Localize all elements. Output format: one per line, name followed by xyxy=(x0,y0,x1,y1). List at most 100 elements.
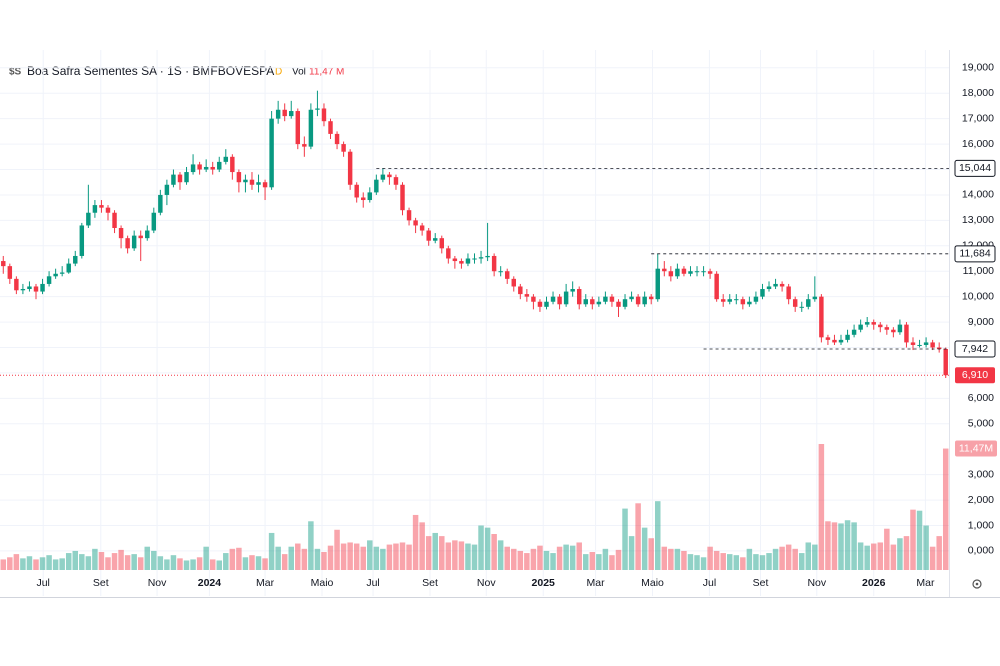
candle xyxy=(675,263,680,279)
candle-body xyxy=(747,301,752,305)
candle xyxy=(341,141,346,157)
volume-bar xyxy=(504,546,510,570)
volume-bar xyxy=(216,560,223,570)
candle-body xyxy=(648,296,654,300)
candle xyxy=(308,103,314,150)
candle xyxy=(79,222,85,259)
volume-bar xyxy=(668,548,674,570)
candle xyxy=(851,324,857,338)
candle xyxy=(727,294,732,305)
candle-body xyxy=(217,161,222,170)
candle-body xyxy=(576,289,582,305)
volume-bar xyxy=(281,554,288,570)
candle xyxy=(792,296,798,312)
volume-bar xyxy=(543,550,550,570)
x-tick-label: Maio xyxy=(311,577,334,589)
candle-body xyxy=(151,212,157,231)
candle xyxy=(858,319,863,333)
candle xyxy=(786,283,791,305)
candle xyxy=(131,230,137,251)
volume-bar xyxy=(295,543,301,570)
candle xyxy=(413,217,418,234)
volume-bar xyxy=(609,555,615,570)
candle-body xyxy=(943,348,948,376)
candle-body xyxy=(282,109,287,117)
volume-bar xyxy=(491,534,497,570)
volume-value: 11,47 M xyxy=(309,67,344,78)
candle xyxy=(289,100,294,119)
volume-bar xyxy=(183,560,190,570)
volume-bar xyxy=(131,554,137,570)
candle xyxy=(707,268,713,279)
candle-body xyxy=(498,271,503,273)
candle-body xyxy=(413,220,418,226)
candle xyxy=(465,253,471,267)
volume-bar xyxy=(936,536,942,570)
y-tick-label: 16,000 xyxy=(962,138,994,150)
candle-body xyxy=(792,299,798,307)
candle xyxy=(884,324,890,335)
x-tick-label: Mar xyxy=(256,577,275,589)
last-volume-box xyxy=(955,440,997,457)
volume-bar xyxy=(118,549,124,570)
candle xyxy=(734,294,739,305)
x-tick-label: 2026 xyxy=(862,577,886,589)
candle-body xyxy=(118,227,124,239)
candle-body xyxy=(779,283,785,287)
x-tick-label: Set xyxy=(753,577,769,589)
candle-body xyxy=(308,109,314,147)
candle-body xyxy=(184,172,189,183)
volume-bar xyxy=(177,558,183,570)
candle-body xyxy=(380,174,386,180)
volume-bar xyxy=(190,559,196,570)
volume-bar xyxy=(569,545,576,570)
volume-bar xyxy=(33,559,39,570)
candle-body xyxy=(164,184,170,195)
candle-body xyxy=(171,174,176,185)
volume-bar xyxy=(655,501,661,570)
volume-bar xyxy=(576,542,582,570)
candle xyxy=(897,319,903,335)
candle xyxy=(662,261,667,277)
candle xyxy=(812,276,818,302)
candle xyxy=(40,278,45,295)
level-label-box xyxy=(954,245,996,263)
candle-body xyxy=(570,289,575,292)
candle xyxy=(648,294,654,305)
volume-bar xyxy=(360,546,366,570)
candle xyxy=(354,182,359,203)
candle xyxy=(819,294,824,343)
volume-bar xyxy=(674,548,681,570)
candle xyxy=(629,291,634,302)
candle xyxy=(590,296,595,310)
volume-bar xyxy=(46,555,52,570)
volume-bar xyxy=(897,538,903,570)
candle xyxy=(452,255,458,269)
candle-body xyxy=(289,111,294,117)
volume-bar xyxy=(308,521,314,570)
y-tick-label: 14,000 xyxy=(962,189,994,201)
volume-bar xyxy=(661,546,668,570)
volume-bar xyxy=(334,529,340,570)
candle-body xyxy=(832,339,837,343)
settings-icon[interactable] xyxy=(972,579,982,589)
volume-bar xyxy=(877,542,884,570)
y-tick-label: 2,000 xyxy=(968,494,994,506)
volume-bar xyxy=(203,546,209,570)
candle-body xyxy=(256,182,261,185)
candle xyxy=(635,294,641,307)
volume-bar xyxy=(831,522,838,570)
candle-body xyxy=(210,166,215,170)
volume-bar xyxy=(386,544,393,570)
volume-bar xyxy=(59,558,65,570)
volume-bar xyxy=(393,543,399,570)
candle xyxy=(203,159,209,173)
volume-bar xyxy=(511,548,517,570)
volume-bar xyxy=(249,555,255,570)
volume-bar xyxy=(399,542,406,570)
candle xyxy=(164,179,170,206)
candle-body xyxy=(557,296,562,305)
candle-body xyxy=(806,299,811,307)
level-label-box xyxy=(954,159,996,177)
candle xyxy=(406,207,412,226)
